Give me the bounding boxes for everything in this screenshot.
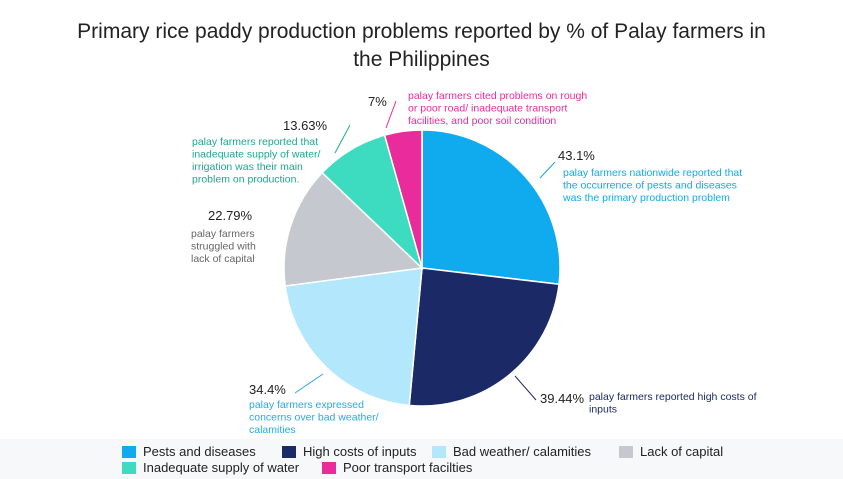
leader-line-high-costs-of-inputs: [514, 375, 537, 401]
legend-label: Pests and diseases: [143, 444, 256, 459]
annotation-inadequate-supply-of-water: palay farmers reported that inadequate su…: [192, 136, 321, 186]
legend-label: High costs of inputs: [303, 444, 417, 459]
legend-label: Bad weather/ calamities: [453, 444, 592, 459]
legend-swatch: [282, 445, 296, 458]
leader-line-poor-transport-facilties: [385, 100, 397, 129]
leader-line-pests-and-diseases: [539, 161, 556, 179]
pie-slice-poor-transport-facilties: [383, 129, 423, 269]
data-label-inadequate-supply-of-water: 13.63%: [283, 118, 328, 133]
annotation-pests-and-diseases: palay farmers nationwide reported that th…: [562, 167, 742, 204]
pie-slice-lack-of-capital: [283, 171, 424, 287]
legend-swatch: [619, 445, 633, 458]
leader-line-bad-weather-calamities: [294, 373, 324, 394]
legend-item-pests-and-diseases: Pests and diseases: [122, 444, 256, 459]
chart-title: Primary rice paddy production problems r…: [77, 20, 766, 71]
data-label-pests-and-diseases: 43.1%: [558, 148, 595, 163]
legend-swatch: [432, 445, 446, 458]
annotation-high-costs-of-inputs: palay farmers reported high costs of inpu…: [589, 391, 757, 416]
legend-item-inadequate-supply-of-water: Inadequate supply of water: [122, 460, 299, 475]
legend-label: Inadequate supply of water: [143, 460, 300, 475]
leader-line-inadequate-supply-of-water: [334, 124, 351, 154]
annotation-poor-transport-facilties: palay farmers cited problems on rough or …: [408, 90, 587, 127]
pie-slice-bad-weather-calamities: [284, 267, 423, 407]
legend-item-bad-weather-calamities: Bad weather/ calamities: [432, 444, 591, 459]
pie-slice-high-costs-of-inputs: [408, 267, 560, 407]
legend-swatch: [122, 461, 136, 474]
legend: Pests and diseases High costs of inputs Ba…: [0, 439, 843, 479]
legend-label: Poor transport facilties: [343, 460, 473, 475]
pie-slice-pests-and-diseases: [421, 129, 561, 286]
legend-item-poor-transport-facilties: Poor transport facilties: [322, 460, 472, 475]
data-label-high-costs-of-inputs: 39.44%: [540, 391, 585, 406]
legend-swatch: [122, 445, 136, 458]
annotation-bad-weather-calamities: palay farmers expressed concerns over bad…: [249, 399, 379, 436]
data-label-bad-weather-calamities: 34.4%: [249, 382, 286, 397]
legend-item-high-costs-of-inputs: High costs of inputs: [282, 444, 416, 459]
legend-swatch: [322, 461, 336, 474]
data-label-poor-transport-facilties: 7%: [368, 94, 387, 109]
legend-label: Lack of capital: [640, 444, 724, 459]
annotation-lack-of-capital: palay farmers struggled with lack of capit…: [191, 228, 256, 265]
data-label-lack-of-capital: 22.79%: [208, 208, 253, 223]
legend-item-lack-of-capital: Lack of capital: [619, 444, 723, 459]
